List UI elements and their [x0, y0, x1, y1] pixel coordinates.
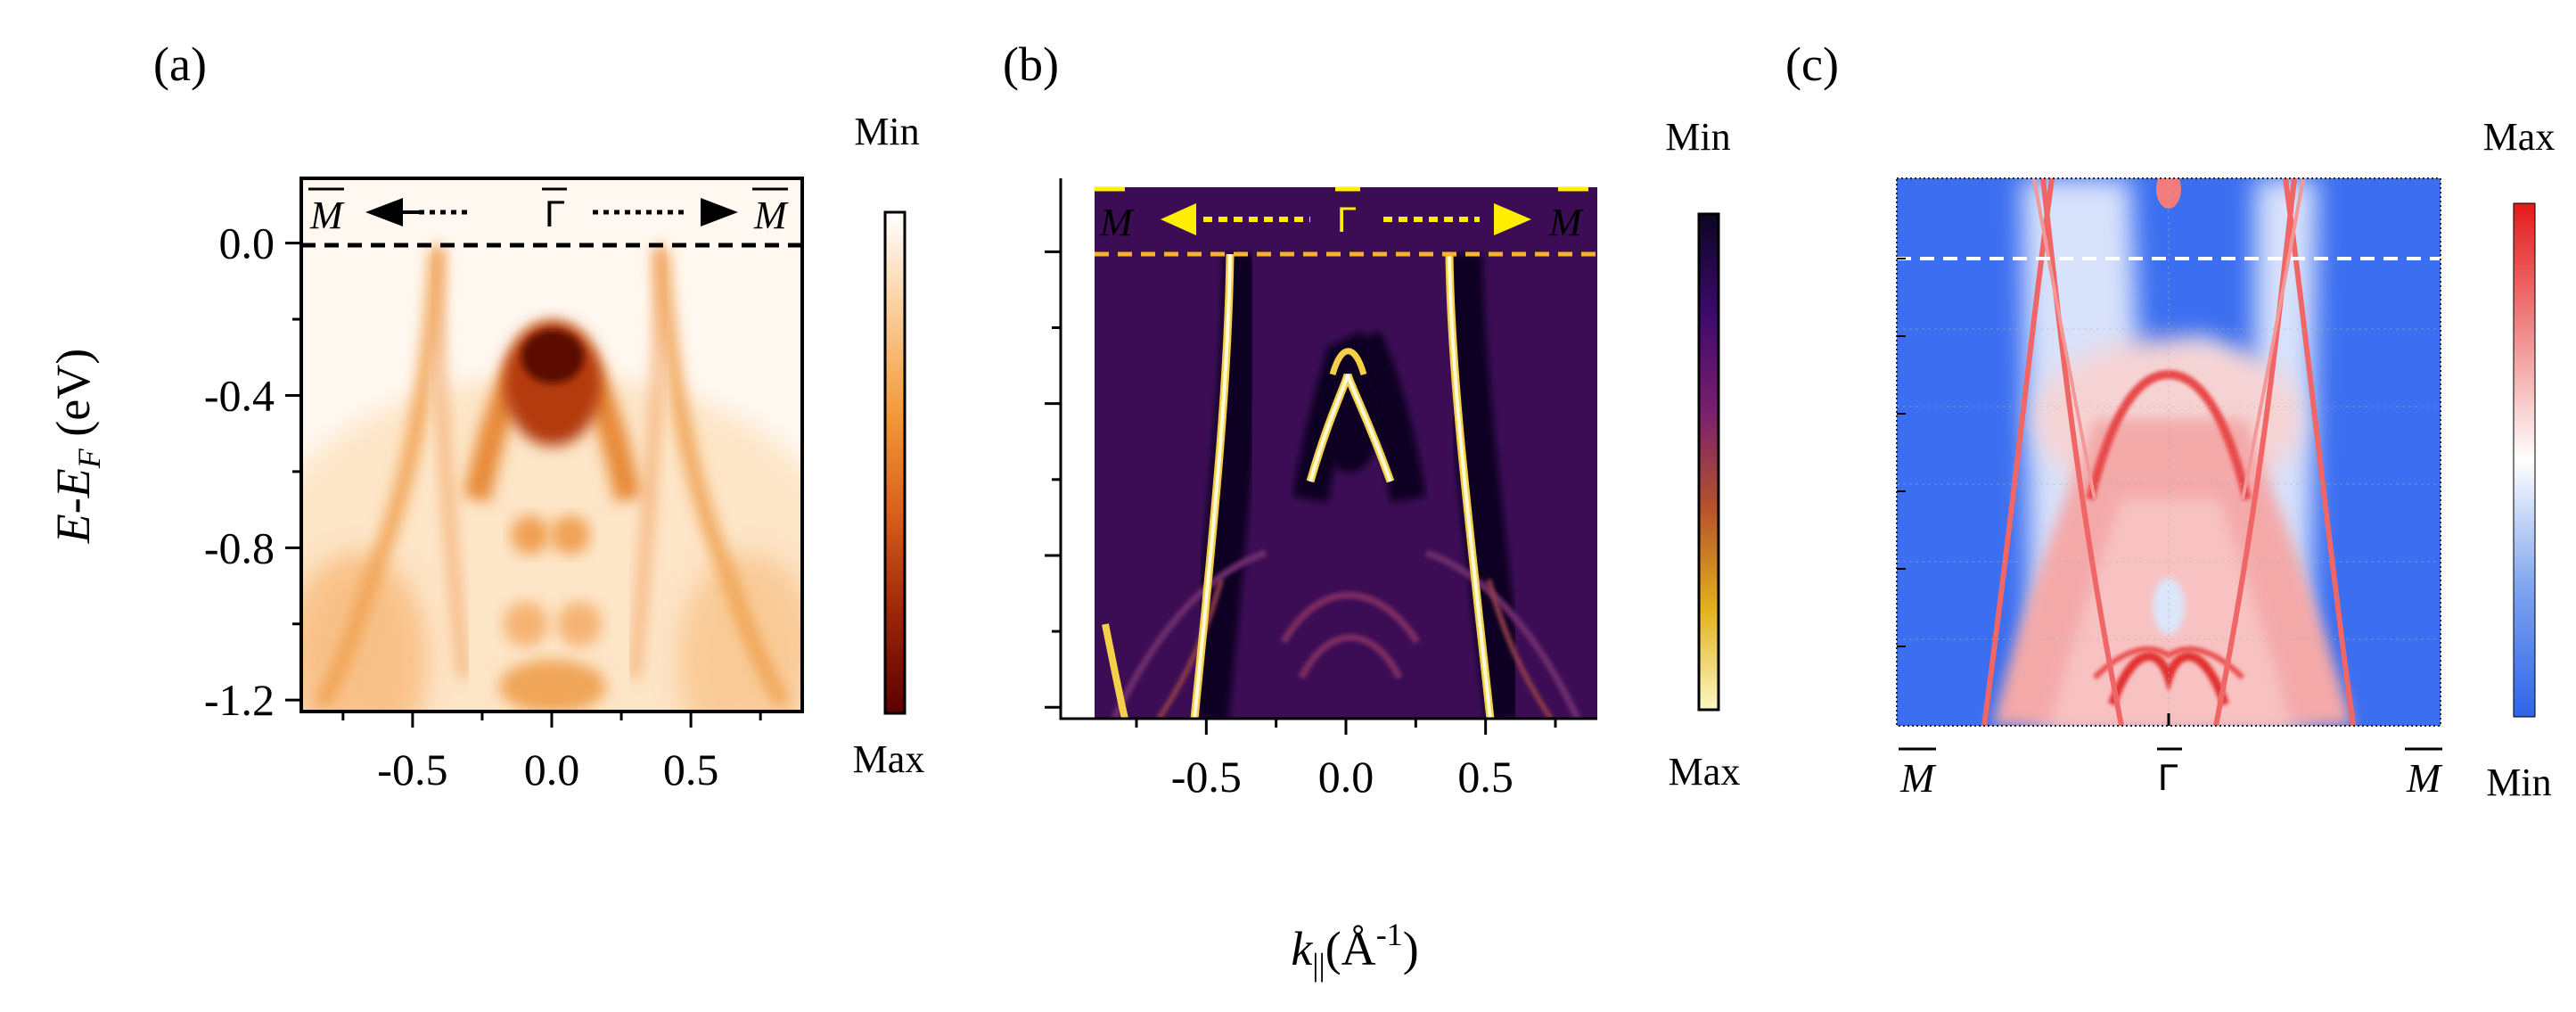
x-tick-label: 0.5 [1457, 752, 1514, 802]
panel-b-axes: -0.5 0.0 0.5 [1045, 178, 1597, 802]
panel-a-kpath-right: M [753, 193, 789, 237]
x-axis-label-main: k [1291, 922, 1313, 975]
panel-b-arrow-right-icon [1494, 203, 1531, 235]
panel-c-colorbar-bottom: Min [2486, 761, 2551, 804]
panel-c-yticks [1897, 258, 1906, 647]
y-tick-label: -1.2 [204, 675, 275, 725]
panel-c-frame [1896, 177, 2441, 727]
x-axis-label-units-post: ) [1403, 922, 1419, 975]
y-axis-label: E-EF (eV) [46, 349, 107, 544]
panel-a: M Γ M -0.5 0.0 0.5 0.0 -0.4 -0.8 -1.2 Min Max [204, 110, 924, 794]
panel-a-colorbar [883, 210, 907, 715]
panel-a-spectrum [301, 178, 802, 712]
panel-label-b: (b) [1003, 37, 1059, 91]
x-tick-label: -0.5 [1171, 752, 1242, 802]
panel-b-kpath-left: M [1099, 201, 1135, 244]
panel-a-colorbar-top: Min [854, 110, 919, 153]
panel-a-axes: -0.5 0.0 0.5 0.0 -0.4 -0.8 -1.2 [204, 218, 762, 794]
x-axis-label-sub: || [1312, 947, 1325, 983]
panel-c: M Γ M Max Min [1896, 115, 2555, 804]
panel-c-colorbar-top: Max [2483, 115, 2555, 159]
x-axis-label-units-pre: (Å [1325, 922, 1376, 975]
panel-label-c: (c) [1785, 37, 1839, 91]
panel-b-colorbar [1697, 212, 1720, 712]
panel-a-kpath-center: Γ [545, 193, 565, 234]
y-axis-label-units: (eV) [46, 349, 100, 448]
axis-lines [1059, 178, 1597, 720]
x-tick-label: 0.0 [1318, 752, 1374, 802]
panel-b-spectrum [1095, 187, 1597, 719]
x-axis-label: k||(Å-1) [1291, 917, 1418, 983]
panel-a-colorbar-bottom: Max [853, 737, 925, 781]
panel-label-a: (a) [153, 37, 207, 91]
panel-c-spectrum [1897, 178, 2441, 726]
panel-a-kpath-left: M [309, 193, 345, 237]
panel-a-arrow-left-icon [365, 198, 403, 226]
x-tick-label: -0.5 [377, 745, 447, 794]
panel-b-kpath-center: Γ [1337, 201, 1357, 240]
panel-c-kpath-right: M [2406, 755, 2443, 801]
y-tick-label: 0.0 [219, 218, 275, 268]
x-tick-label: 0.0 [524, 745, 580, 794]
panel-b-kpath-right: M [1548, 201, 1584, 244]
panel-c-kpath-left: M [1899, 755, 1937, 801]
svg-text:E-EF (eV): E-EF (eV) [46, 349, 107, 544]
panel-b-colorbar-bottom: Max [1669, 750, 1741, 794]
panel-b-arrow-left-icon [1161, 203, 1196, 235]
panel-c-kpath-center: Γ [2158, 756, 2178, 798]
panel-b: M Γ M -0.5 0.0 0.5 Min Max [1045, 115, 1740, 802]
y-tick-label: -0.4 [204, 370, 275, 420]
panel-c-colorbar [2513, 202, 2536, 718]
panel-b-colorbar-top: Min [1665, 115, 1730, 159]
y-tick-label: -0.8 [204, 522, 275, 572]
y-axis-label-main: E-E [46, 468, 100, 544]
x-tick-label: 0.5 [663, 745, 719, 794]
y-axis-label-sub: F [71, 448, 107, 469]
panel-a-arrow-right-icon [701, 198, 738, 226]
x-axis-label-sup: -1 [1376, 917, 1403, 952]
